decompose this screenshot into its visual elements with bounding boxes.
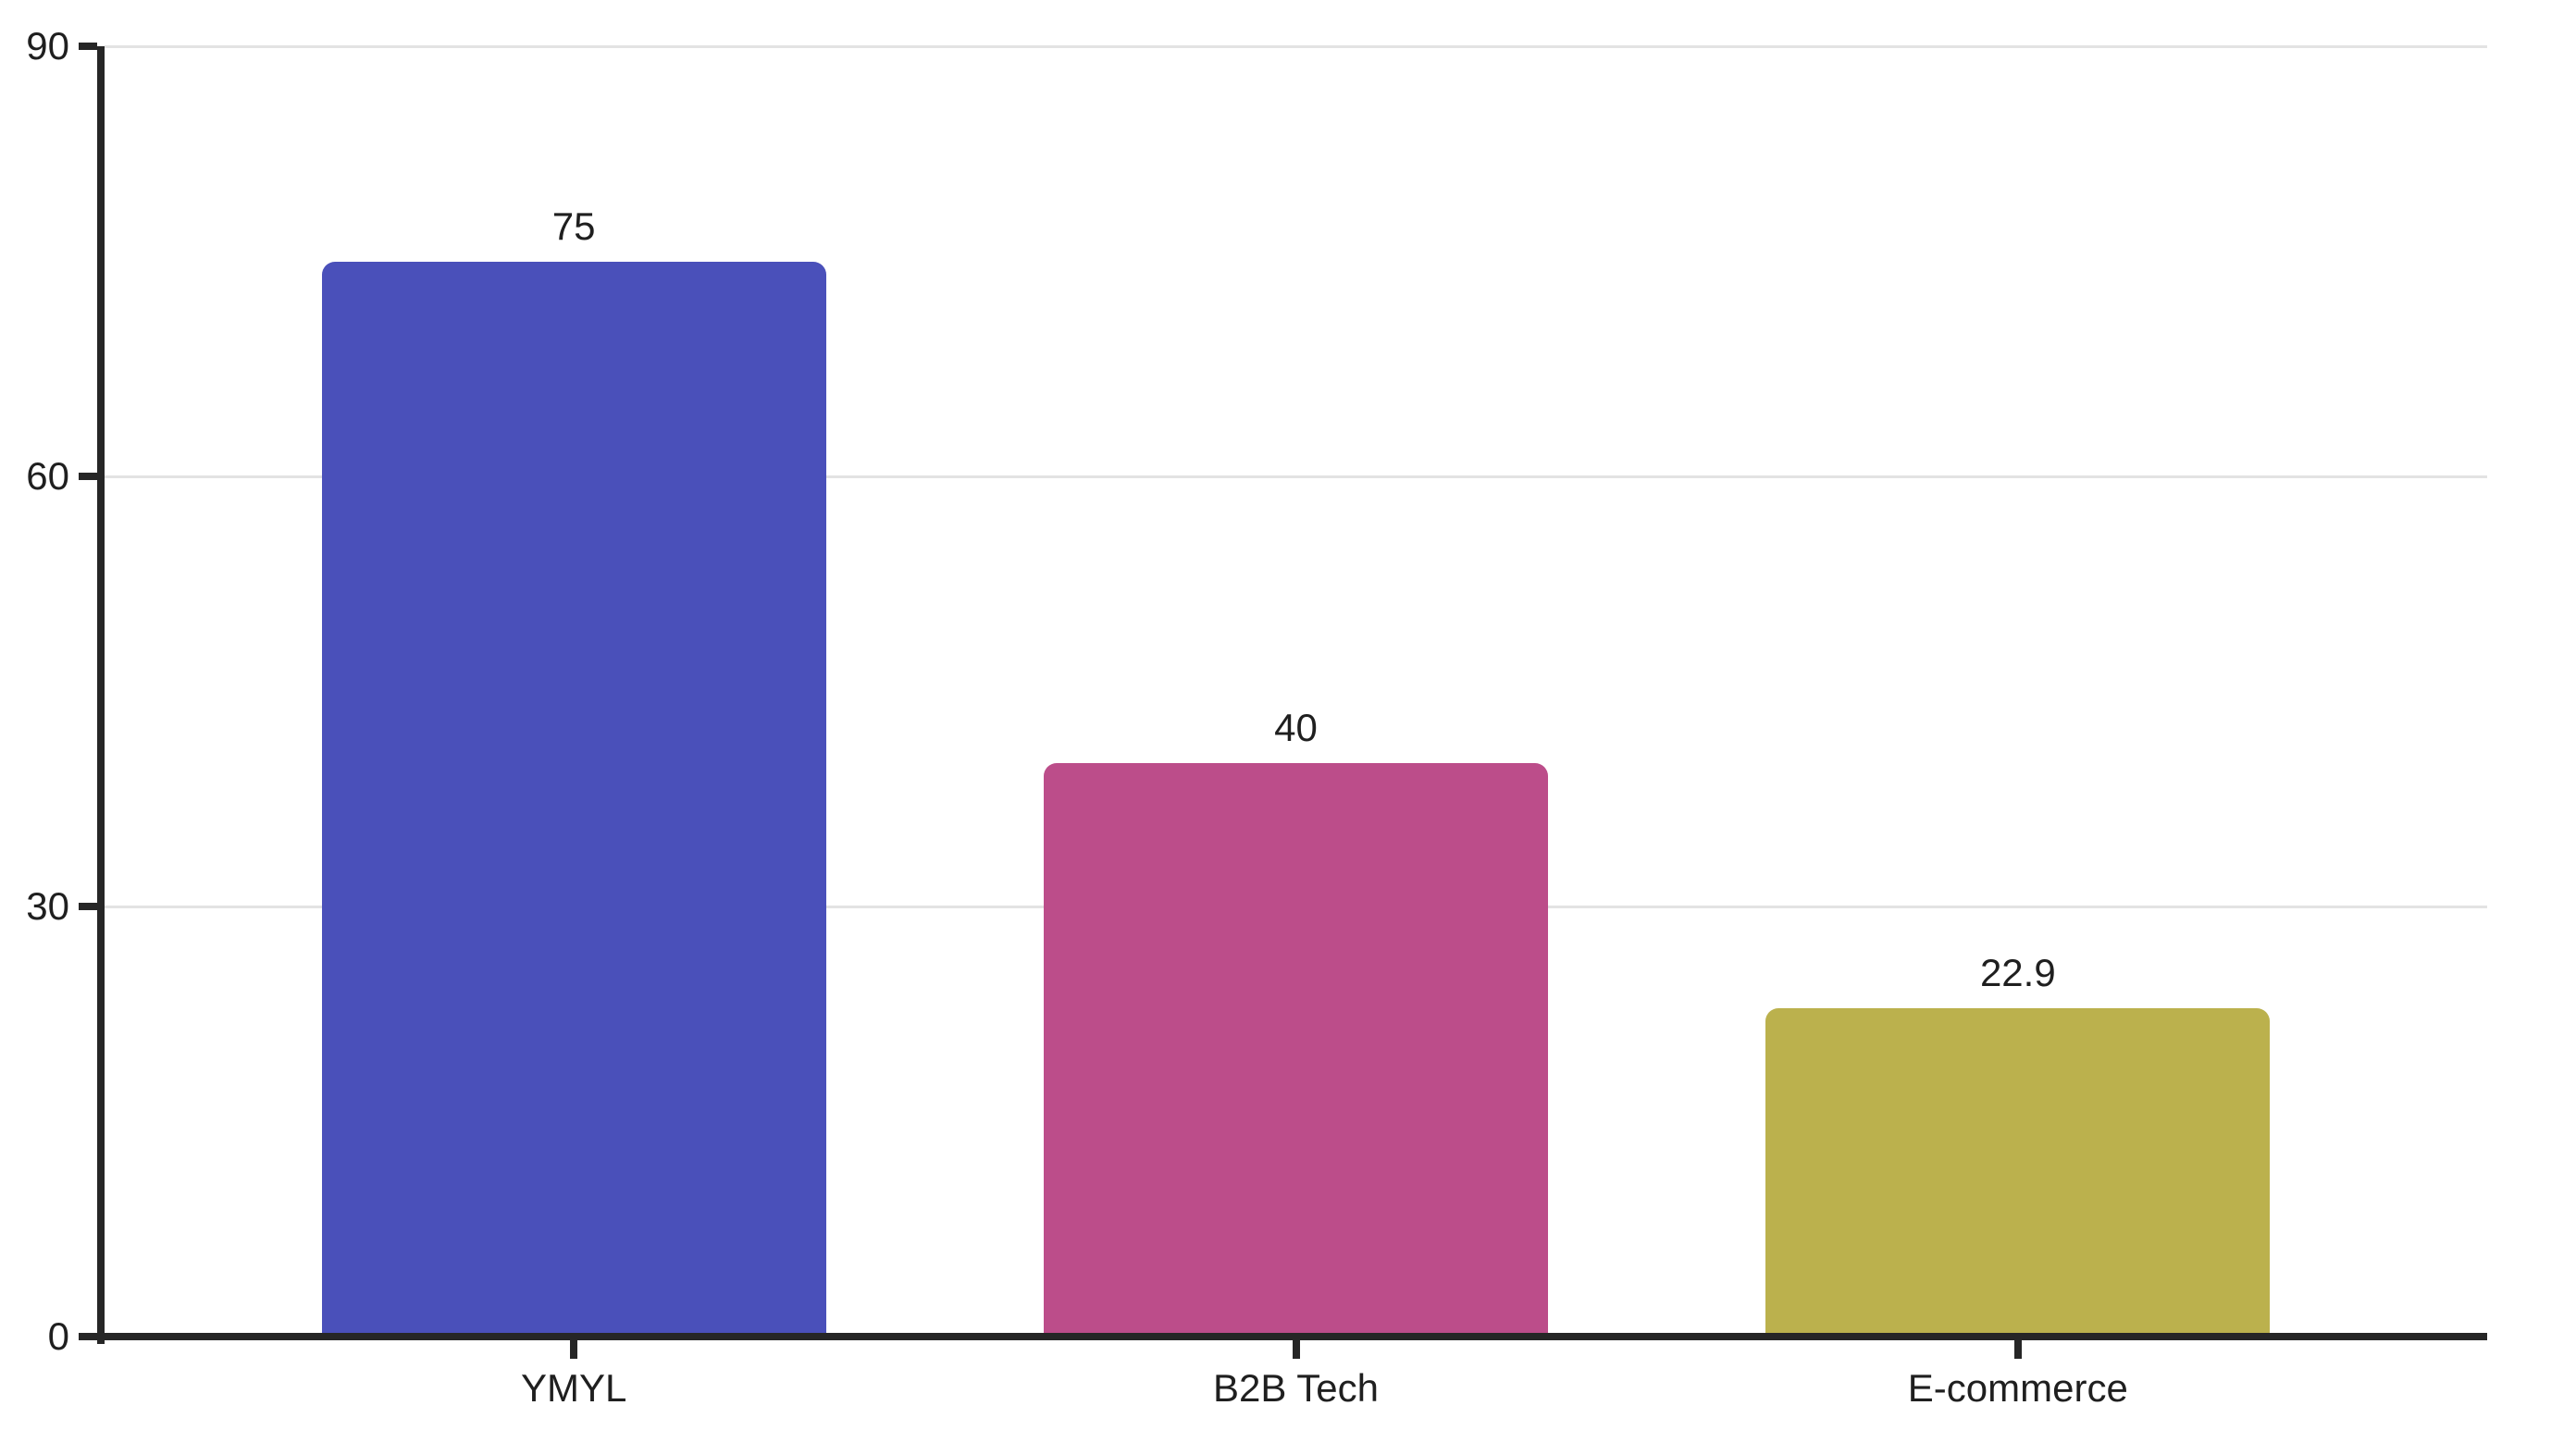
- x-tick-label: E-commerce: [1907, 1366, 2128, 1410]
- bar: [1765, 1008, 2271, 1337]
- y-tick-mark: [79, 43, 97, 50]
- bar-value-label: 40: [1274, 706, 1318, 749]
- gridline: [105, 44, 2487, 48]
- x-tick-mark: [2013, 1340, 2022, 1359]
- y-tick-mark: [79, 903, 97, 910]
- bar-value-label: 22.9: [1979, 951, 2056, 995]
- bar: [1044, 763, 1548, 1337]
- y-tick-label: 30: [26, 884, 69, 928]
- gridline: [105, 475, 2487, 478]
- y-tick-mark: [79, 1333, 97, 1340]
- y-tick-label: 0: [47, 1314, 69, 1358]
- bar: [321, 261, 826, 1337]
- y-tick-label: 90: [26, 24, 69, 68]
- y-axis-line: [97, 46, 105, 1344]
- x-axis-line: [97, 1333, 2487, 1340]
- x-tick-mark: [570, 1340, 578, 1359]
- x-tick-mark: [1292, 1340, 1300, 1359]
- x-tick-label: YMYL: [520, 1366, 627, 1410]
- bar-value-label: 75: [551, 203, 596, 248]
- y-tick-label: 60: [26, 454, 69, 498]
- x-tick-label: B2B Tech: [1212, 1366, 1379, 1410]
- y-tick-mark: [79, 473, 97, 480]
